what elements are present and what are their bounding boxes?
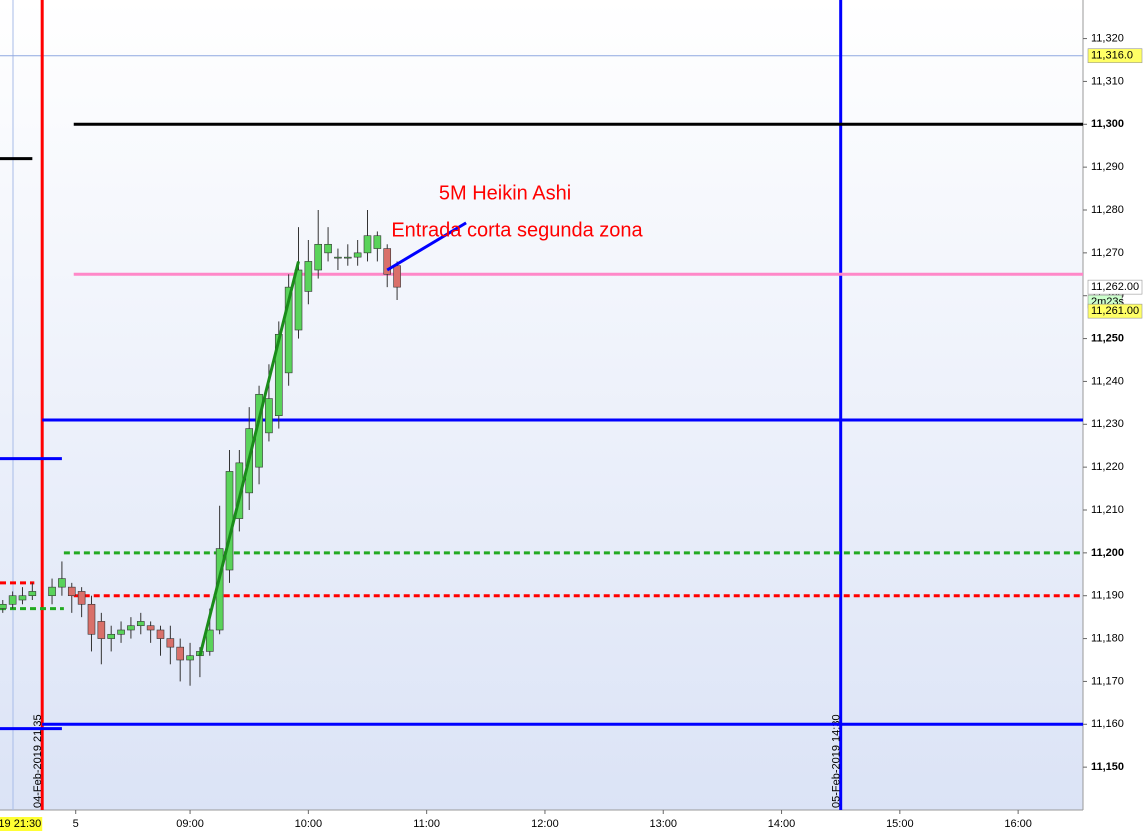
candle-body [304,261,313,292]
candle-body [48,586,56,597]
candle-body [8,595,17,605]
y-tick-label: 11,210 [1091,504,1124,516]
annotation: 5M Heikin Ashi [439,182,571,204]
y-tick-label: 11,160 [1091,718,1124,730]
candle-body [127,625,135,631]
y-tick-label: 11,180 [1091,632,1124,644]
candle-body [343,256,352,259]
candle-body [383,248,392,275]
candle-body [28,591,37,597]
y-tick-label: 11,190 [1091,590,1124,602]
candle-body [225,471,234,571]
y-tick-label: 11,320 [1091,32,1124,44]
candle-body [146,625,155,631]
y-tick-label: 11,310 [1091,75,1124,87]
candle-body [0,603,7,609]
y-tick-label: 11,220 [1091,461,1124,473]
x-tick-label: 09:00 [176,818,204,830]
candle-body [186,655,194,661]
price-tag [1087,48,1143,64]
candle-body [314,243,323,271]
plot-area [0,0,1083,810]
candle-body [176,646,185,661]
candle-body [18,595,27,601]
candle-body [166,638,175,648]
candle-body [205,629,214,652]
candle-body [334,256,342,259]
candle-body [324,243,332,254]
y-tick-label: 11,250 [1091,332,1124,344]
price-tag-label: 11,261.00 [1091,305,1139,317]
y-tick-label: 11,270 [1091,247,1124,259]
annotation: Entrada corta segunda zona [391,219,643,241]
y-tick-label: 11,280 [1091,204,1124,216]
x-tick-label: 10:00 [295,818,323,830]
candle-body [393,265,401,288]
y-tick-label: 11,290 [1091,161,1124,173]
x-tick-label: 12:00 [531,818,559,830]
candle-body [156,629,165,639]
x-tick-label: 15:00 [886,818,914,830]
x-tick-label: 11:00 [413,818,440,830]
candle-body [58,578,66,588]
vertical-label: 05-Feb-2019 14:30 [831,714,843,808]
candle-body [97,621,106,639]
price-tag [1087,279,1143,295]
candle-body [67,586,76,597]
candle-body [77,591,86,605]
candle-body [265,398,273,434]
y-tick-label: 11,300 [1091,118,1124,130]
candle-body [294,269,303,331]
y-tick-label: 11,200 [1091,547,1124,559]
y-tick-label: 11,150 [1091,761,1124,773]
candle-body [373,235,382,249]
candle-body [107,633,115,639]
x-tick-label: 16:00 [1004,818,1032,830]
x-tick-label: 13:00 [649,818,677,830]
x-tick-label: 5 [73,818,79,830]
candle-body [235,462,244,519]
candle-body [136,621,145,627]
price-tag [1087,303,1143,319]
y-tick-label: 11,240 [1091,375,1124,387]
trend-line [386,221,467,272]
x-tick-label: 14:00 [768,818,796,830]
price-tag-label: 11,262.00 [1091,281,1139,293]
x-tick-label: Feb-2019 21:30 [0,818,41,830]
y-tick-label: 11,170 [1091,675,1124,687]
x-tick-highlight [0,817,43,831]
candle-body [353,252,362,258]
candle-body [87,603,96,635]
vertical-label: 04-Feb-2019 21:35 [32,714,44,808]
candle-body [117,629,125,635]
candle-body [284,286,293,374]
price-tag-label: 11,316.0 [1091,50,1133,62]
trend-line [198,261,300,657]
y-tick-label: 11,230 [1091,418,1124,430]
candle-body [363,235,372,254]
